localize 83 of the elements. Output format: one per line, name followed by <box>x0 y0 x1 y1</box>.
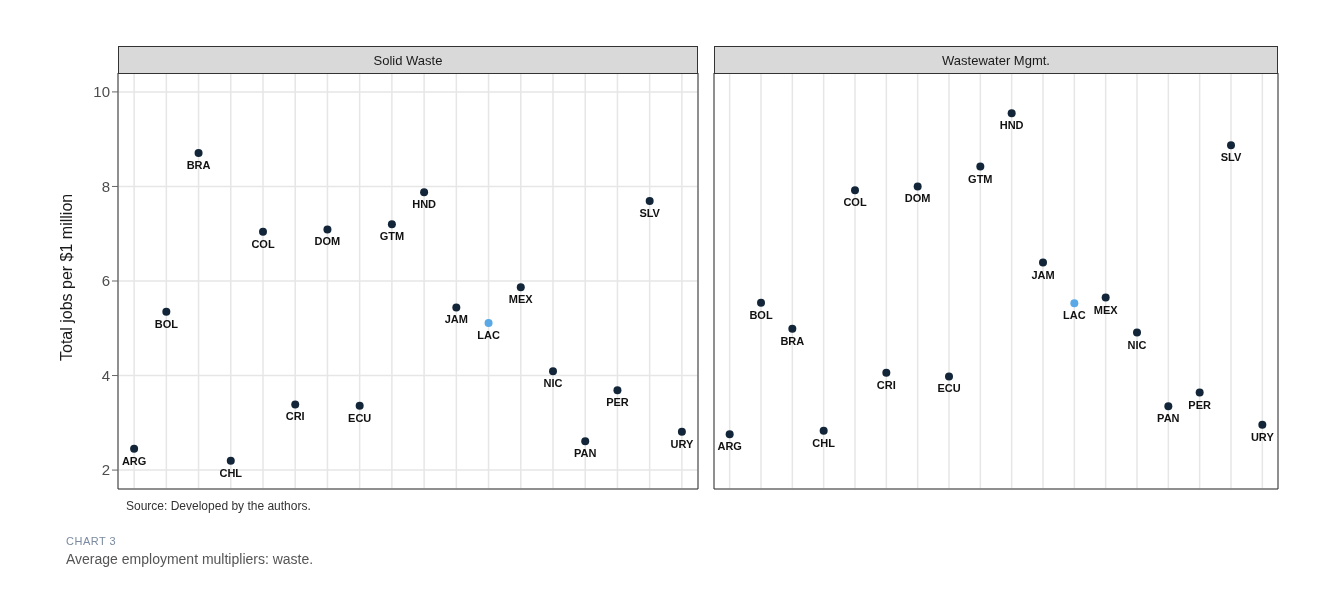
category-label: MEX <box>508 293 533 306</box>
y-tick-label: 4 <box>101 366 110 384</box>
category-label: MEX <box>1093 303 1118 316</box>
point <box>484 319 493 328</box>
category-label: PAN <box>1157 412 1180 425</box>
point <box>1039 258 1047 267</box>
category-label: SLV <box>639 207 660 220</box>
category-label: CRI <box>285 410 305 423</box>
point <box>1227 141 1235 150</box>
y-tick-label: 2 <box>101 461 110 479</box>
category-label: NIC <box>543 377 563 390</box>
category-label: HND <box>412 198 437 211</box>
category-label: ECU <box>348 411 372 424</box>
category-label: ECU <box>937 382 961 395</box>
source-note: Source: Developed by the authors. <box>126 499 312 513</box>
point <box>677 427 686 436</box>
point <box>1133 328 1141 337</box>
point <box>788 324 797 333</box>
category-label: CHL <box>219 466 243 479</box>
point <box>516 283 525 292</box>
point <box>1164 402 1173 411</box>
category-label: BRA <box>780 334 805 347</box>
point <box>645 197 654 206</box>
point <box>945 372 953 381</box>
category-label: URY <box>1250 430 1274 443</box>
point <box>1101 293 1110 302</box>
point <box>387 220 396 229</box>
point <box>976 162 985 171</box>
category-label: COL <box>843 196 867 209</box>
point <box>913 182 922 191</box>
point <box>549 367 557 376</box>
point <box>1007 109 1016 118</box>
category-label: LAC <box>1063 309 1086 322</box>
y-axis-title: Total jobs per $1 million <box>57 193 75 361</box>
category-label: CRI <box>876 378 896 391</box>
point <box>882 368 891 377</box>
category-label: BRA <box>186 158 211 171</box>
point <box>355 401 364 410</box>
category-label: PAN <box>574 447 597 460</box>
point <box>226 456 235 465</box>
category-label: HND <box>999 119 1024 132</box>
y-tick-label: 8 <box>101 177 110 195</box>
point <box>194 148 203 157</box>
point <box>259 227 267 236</box>
point <box>1258 420 1267 429</box>
category-label: ARG <box>121 454 147 467</box>
text: Average employment multipliers: waste. <box>66 551 315 567</box>
point <box>581 437 590 446</box>
point <box>420 188 429 197</box>
y-tick-label: 10 <box>93 83 110 101</box>
point <box>162 307 171 316</box>
category-label: JAM <box>444 313 468 326</box>
point <box>819 426 828 435</box>
chart-title: Wastewater Mgmt. <box>714 46 1278 73</box>
point <box>613 386 622 395</box>
category-label: LAC <box>477 329 500 342</box>
y-tick-label: 6 <box>101 272 110 290</box>
point <box>851 186 859 195</box>
category-label: PER <box>1188 398 1211 411</box>
chart-title: Solid Waste <box>118 46 698 73</box>
point <box>1070 299 1079 308</box>
category-label: DOM <box>314 235 341 248</box>
point <box>291 400 300 409</box>
category-label: BOL <box>154 317 178 330</box>
category-label: PER <box>606 396 629 409</box>
category-label: JAM <box>1031 268 1055 281</box>
point <box>757 298 765 307</box>
category-label: GTM <box>968 172 993 185</box>
category-label: GTM <box>379 230 405 243</box>
caption: CHART 3 <box>66 535 118 547</box>
point <box>725 430 734 439</box>
point <box>1195 388 1204 397</box>
category-label: URY <box>670 437 694 450</box>
point <box>323 225 332 234</box>
point <box>452 303 461 312</box>
category-label: COL <box>251 237 275 250</box>
category-label: ARG <box>717 440 742 453</box>
category-label: BOL <box>749 308 773 321</box>
point <box>130 444 139 453</box>
category-label: SLV <box>1220 151 1242 164</box>
category-label: NIC <box>1127 338 1147 351</box>
category-label: DOM <box>904 192 931 205</box>
category-label: CHL <box>812 436 835 449</box>
